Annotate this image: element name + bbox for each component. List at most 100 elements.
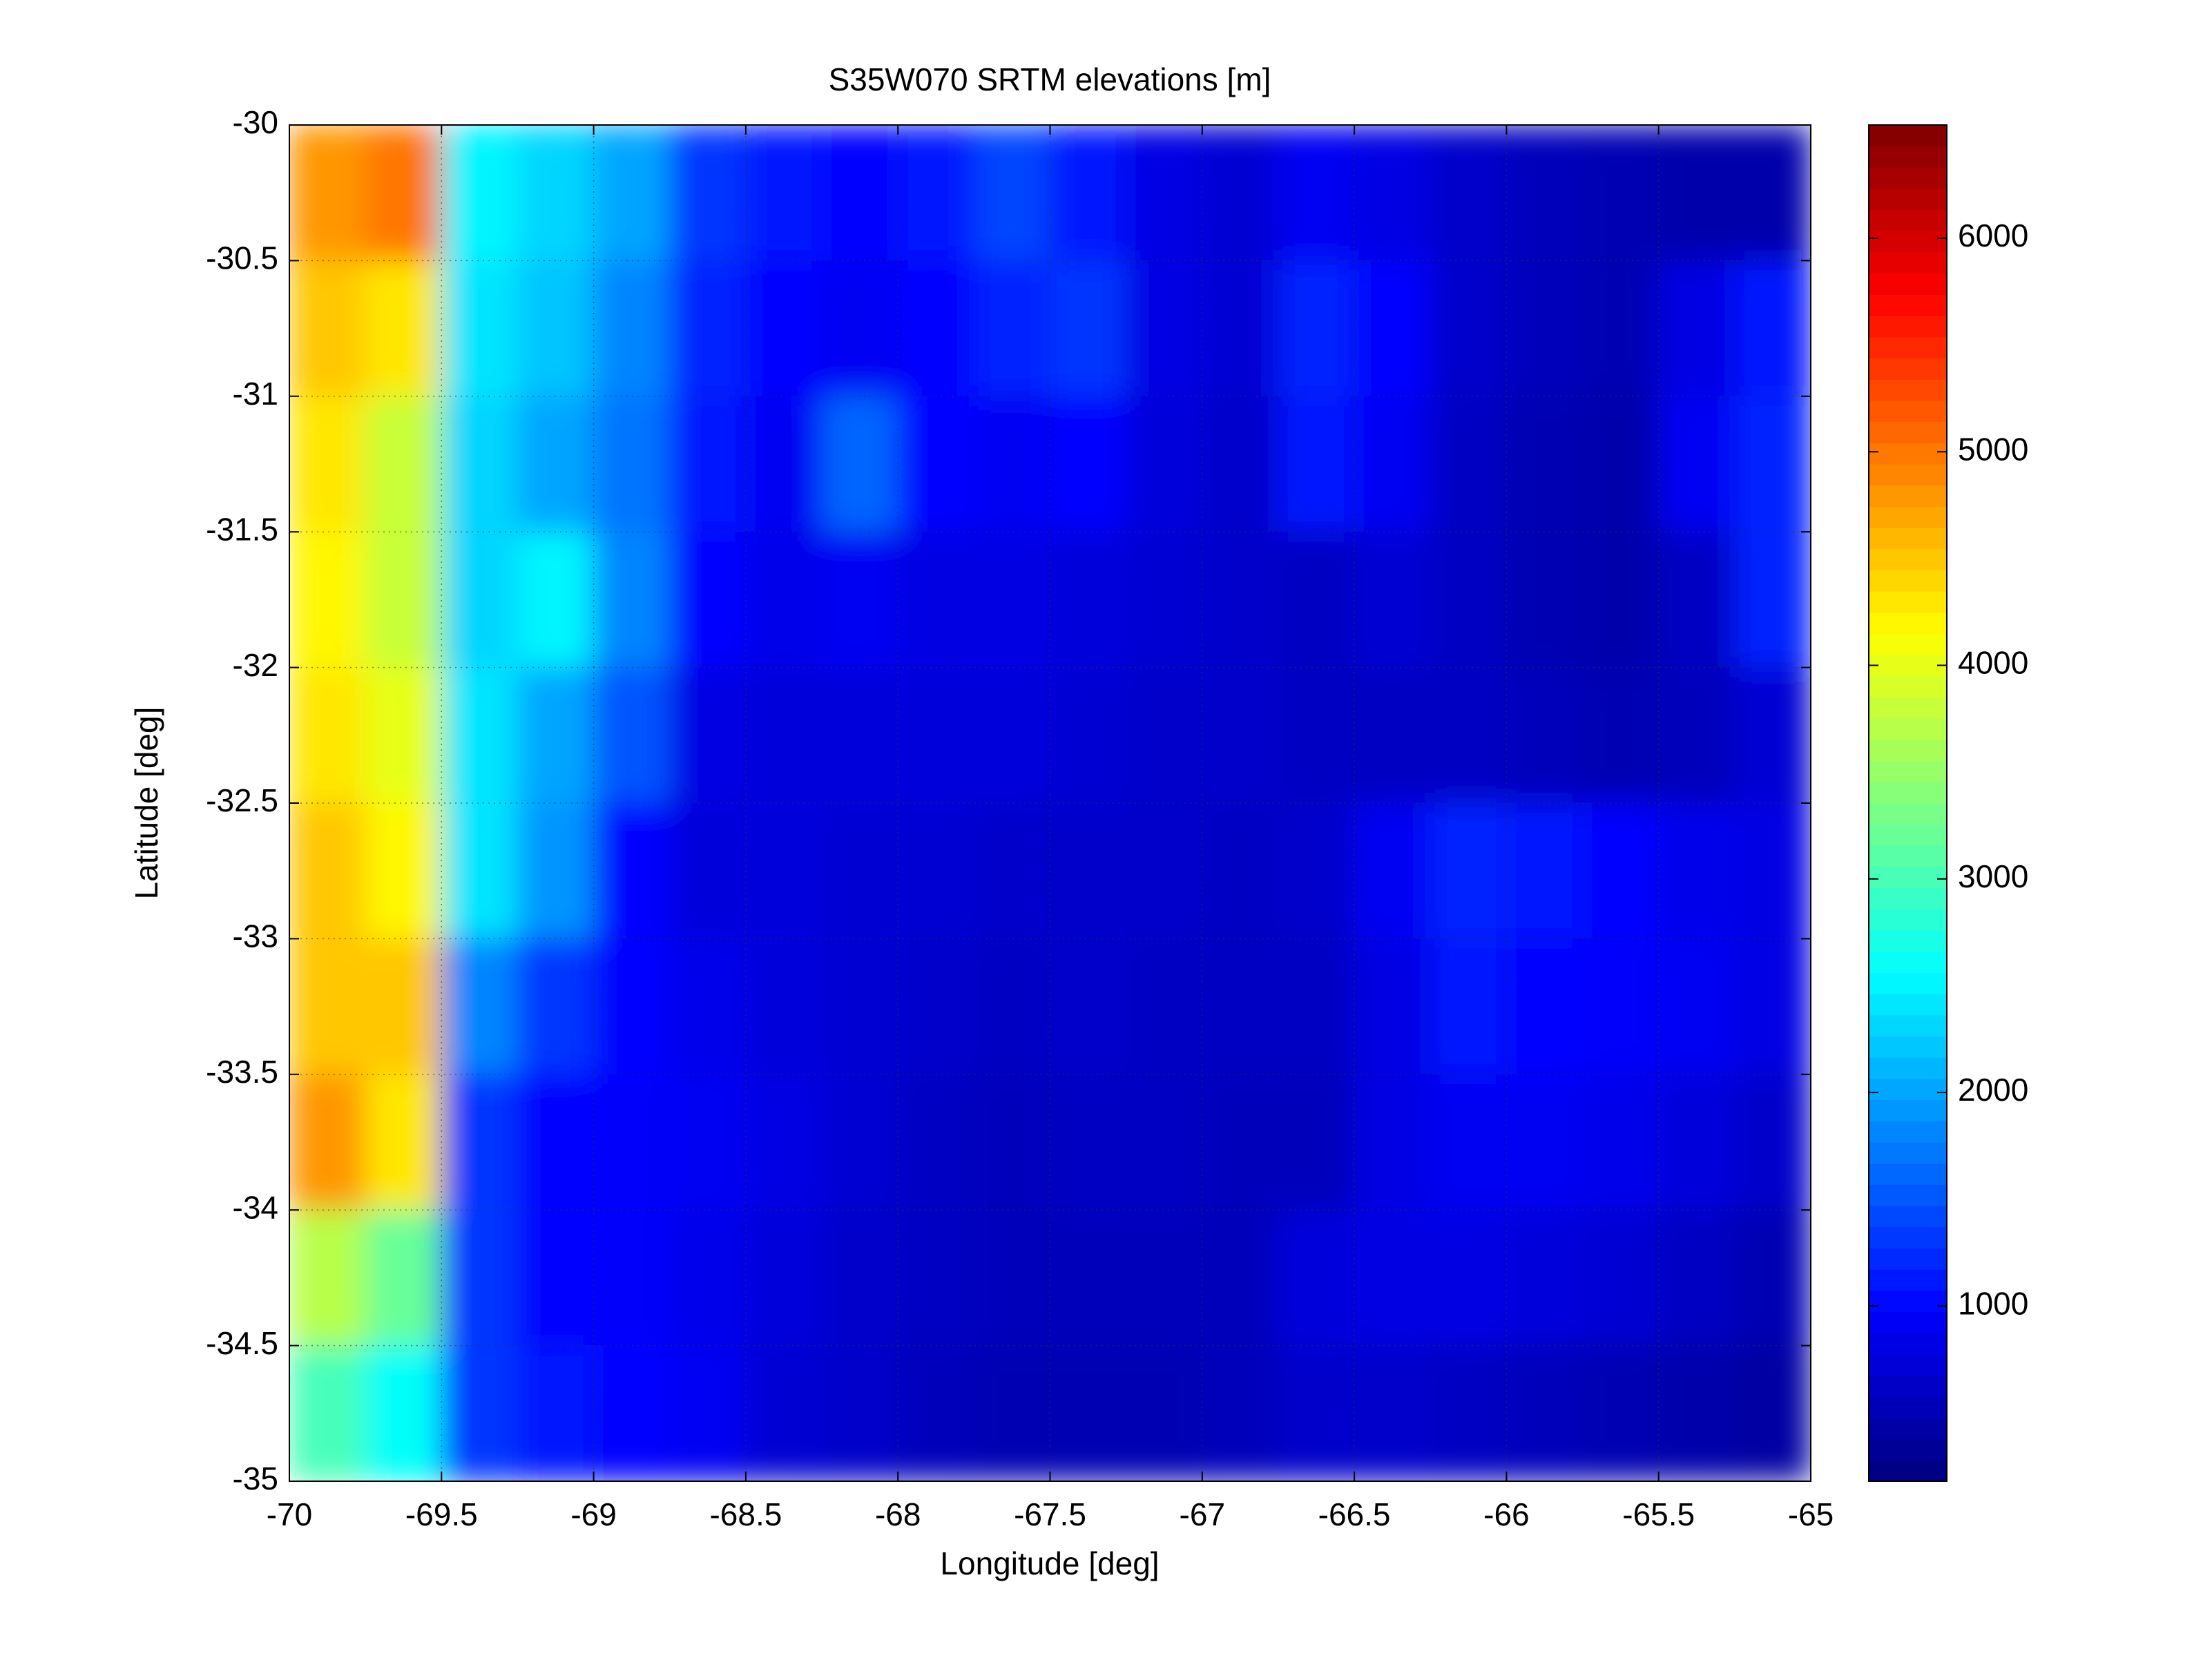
elevation-cell xyxy=(517,938,595,1075)
colorbar-step xyxy=(1869,527,1947,550)
y-tick-label: -35 xyxy=(233,1461,278,1496)
elevation-cell xyxy=(517,667,595,804)
elevation-cell xyxy=(517,125,595,261)
elevation-cell xyxy=(1278,260,1355,397)
elevation-cell xyxy=(1050,260,1127,397)
colorbar-step xyxy=(1869,1078,1947,1101)
elevation-cell xyxy=(1430,396,1507,532)
elevation-cell xyxy=(1582,1209,1660,1347)
elevation-cell xyxy=(973,667,1050,804)
elevation-cell xyxy=(1202,1074,1279,1211)
elevation-cell xyxy=(1278,125,1355,261)
elevation-cell xyxy=(1354,1209,1431,1347)
colorbar-step xyxy=(1869,1141,1947,1164)
elevation-cell xyxy=(1734,667,1811,804)
elevation-cell xyxy=(1430,938,1507,1075)
x-tick-label: -67 xyxy=(1180,1496,1225,1532)
elevation-cell xyxy=(973,1074,1050,1211)
x-tick-label: -66 xyxy=(1483,1496,1529,1532)
x-tick-label: -70 xyxy=(267,1496,312,1532)
elevation-cell xyxy=(669,938,747,1075)
elevation-cell xyxy=(441,802,518,939)
elevation-cell xyxy=(365,260,442,397)
elevation-cell xyxy=(1430,1074,1507,1211)
elevation-cell xyxy=(517,396,595,532)
elevation-cell xyxy=(821,938,898,1075)
elevation-cell xyxy=(517,1209,595,1347)
elevation-cell xyxy=(1126,938,1203,1075)
colorbar-step xyxy=(1869,1332,1947,1355)
elevation-cell xyxy=(745,125,823,261)
colorbar-step xyxy=(1869,485,1947,507)
colorbar-step xyxy=(1869,421,1947,443)
elevation-cell xyxy=(745,1074,823,1211)
elevation-cell xyxy=(1658,938,1735,1075)
elevation-cell xyxy=(973,396,1050,532)
y-tick-label: -33 xyxy=(233,918,278,954)
plot-area xyxy=(289,125,1811,1481)
elevation-cell xyxy=(365,531,442,668)
y-tick-label: -31 xyxy=(233,376,278,412)
elevation-cell xyxy=(1202,938,1279,1075)
elevation-cell xyxy=(1354,1074,1431,1211)
elevation-cell xyxy=(289,531,366,668)
colorbar-step xyxy=(1869,760,1947,782)
elevation-cell xyxy=(1354,531,1431,668)
elevation-cell xyxy=(1658,125,1735,261)
elevation-cell xyxy=(1126,125,1203,261)
elevation-cell xyxy=(821,396,898,532)
elevation-cell xyxy=(1734,531,1811,668)
elevation-cell xyxy=(593,667,671,804)
colorbar-step xyxy=(1869,378,1947,401)
elevation-cell xyxy=(821,1345,898,1481)
elevation-cell xyxy=(1506,1074,1584,1211)
elevation-cell xyxy=(1050,531,1127,668)
colorbar-step xyxy=(1869,273,1947,295)
elevation-cell xyxy=(1506,125,1584,261)
colorbar-step xyxy=(1869,1247,1947,1270)
elevation-cell xyxy=(1734,938,1811,1075)
elevation-cell xyxy=(593,1209,671,1347)
elevation-cell xyxy=(441,1074,518,1211)
x-tick-label: -68.5 xyxy=(709,1496,782,1532)
elevation-cell xyxy=(1050,802,1127,939)
colorbar-step xyxy=(1869,166,1947,189)
elevation-cell xyxy=(289,396,366,532)
elevation-cell xyxy=(365,667,442,804)
elevation-cell xyxy=(593,396,671,532)
colorbar-step xyxy=(1869,1226,1947,1249)
elevation-cell xyxy=(441,396,518,532)
elevation-cell xyxy=(1582,1345,1660,1481)
elevation-cell xyxy=(1126,1074,1203,1211)
elevation-cell xyxy=(1506,667,1584,804)
colorbar-step xyxy=(1869,251,1947,274)
elevation-cell xyxy=(1278,938,1355,1075)
elevation-cell xyxy=(1658,1209,1735,1347)
elevation-cell xyxy=(593,938,671,1075)
colorbar-step xyxy=(1869,230,1947,253)
elevation-cell xyxy=(973,125,1050,261)
elevation-cell xyxy=(1050,667,1127,804)
elevation-cell xyxy=(821,125,898,261)
elevation-cell xyxy=(1506,1345,1584,1481)
elevation-cell xyxy=(1126,531,1203,668)
colorbar-step xyxy=(1869,1417,1947,1440)
colorbar-step xyxy=(1869,294,1947,316)
elevation-cell xyxy=(441,667,518,804)
elevation-cell xyxy=(1050,1209,1127,1347)
elevation-cell xyxy=(669,531,747,668)
elevation-cell xyxy=(1734,802,1811,939)
axes-overlay: -70 -69.5 -69 -68.5 -68 -67.5 -67 -66.5 -66 -65.5… xyxy=(206,104,2028,1532)
elevation-cell xyxy=(289,802,366,939)
elevation-cell xyxy=(1278,667,1355,804)
colorbar-step xyxy=(1869,929,1947,952)
x-tick-label: -69 xyxy=(570,1496,616,1532)
elevation-cell xyxy=(669,667,747,804)
elevation-cell xyxy=(745,260,823,397)
x-tick-label: -66.5 xyxy=(1318,1496,1391,1532)
elevation-cell xyxy=(973,802,1050,939)
elevation-cell xyxy=(821,802,898,939)
colorbar-step xyxy=(1869,1311,1947,1333)
colorbar-step xyxy=(1869,1269,1947,1291)
colorbar-step xyxy=(1869,463,1947,486)
